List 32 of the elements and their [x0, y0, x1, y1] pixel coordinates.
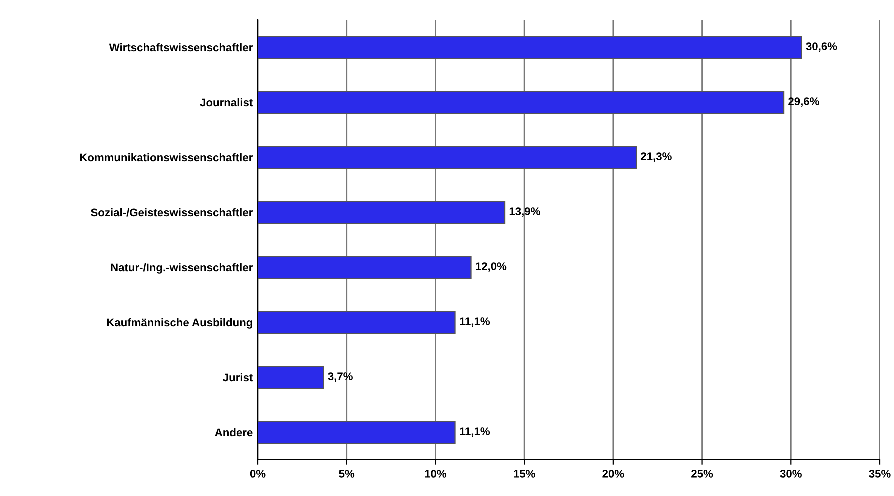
data-label: 11,1% [460, 318, 490, 328]
y-tick-label: Journalist [200, 98, 254, 107]
data-label: 21,3% [641, 152, 672, 162]
bar [258, 36, 802, 60]
y-tick-label: Jurist [223, 373, 254, 382]
data-label: 3,7% [328, 372, 353, 382]
x-tick-label: 35% [869, 470, 891, 478]
x-tick-label: 20% [602, 470, 624, 478]
x-tick-label: 30% [780, 470, 802, 478]
y-tick-label: Andere [215, 428, 253, 437]
bar [258, 200, 506, 224]
data-label: 29,6% [788, 98, 820, 108]
bar [258, 90, 785, 114]
bar [258, 146, 638, 170]
x-tick-label: 10% [425, 470, 447, 478]
bar [258, 420, 456, 444]
y-tick-label: Natur-/Ing.-wissenschaftler [111, 263, 253, 274]
bar [258, 366, 324, 390]
y-tick-label: Wirtschaftswissenschaftler [109, 43, 253, 52]
data-label: 13,9% [510, 208, 540, 218]
data-label: 30,6% [806, 42, 838, 52]
x-tick-label: 5% [339, 470, 355, 478]
data-label: 12,0% [476, 262, 507, 272]
y-tick-label: Sozial-/Geisteswissenschaftler [91, 208, 253, 217]
x-tick-label: 15% [514, 470, 536, 478]
y-tick-label: Kommunikationswissenschaftler [80, 153, 253, 162]
data-label: 11,1% [460, 428, 490, 438]
bar [258, 310, 456, 334]
x-tick-label: 25% [692, 470, 714, 478]
y-tick-label: Kaufmännische Ausbildung [107, 318, 252, 329]
bar [258, 256, 472, 280]
x-tick-label: 0% [250, 470, 266, 478]
